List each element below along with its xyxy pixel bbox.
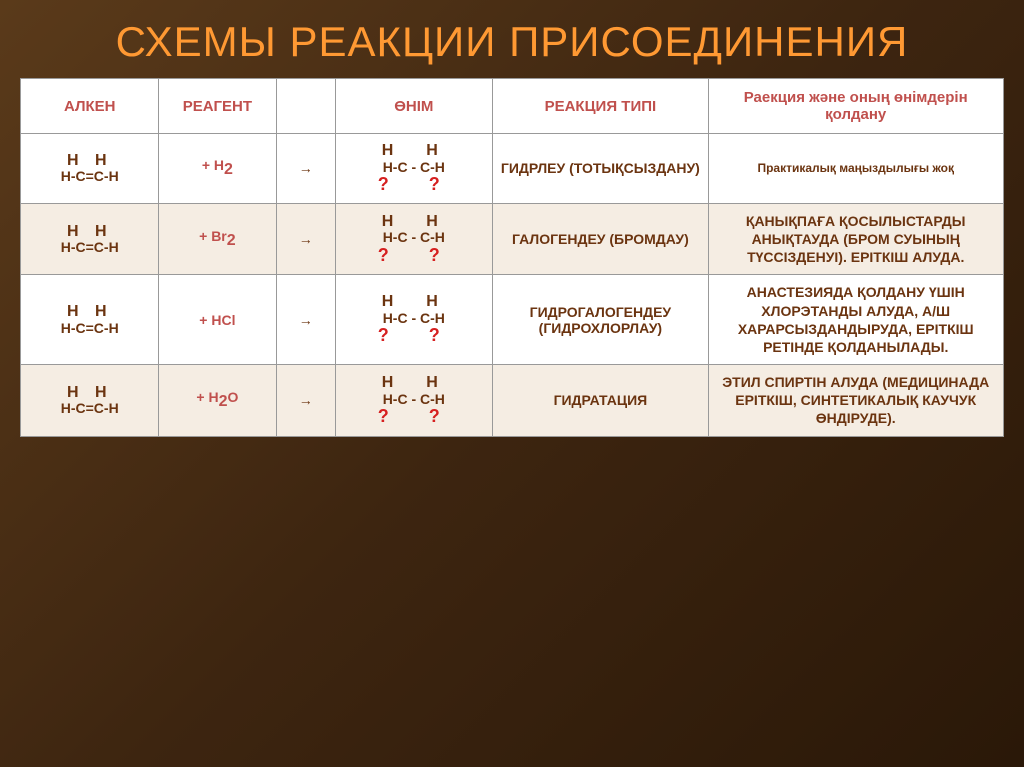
reaction-type-cell: ГИДРОГАЛОГЕНДЕУ (ГИДРОХЛОРЛАУ)	[492, 275, 708, 365]
header-arrow	[276, 79, 335, 134]
reaction-table: АЛКЕН РЕАГЕНТ ӨНІМ РЕАКЦИЯ ТИПІ Раекция …	[20, 78, 1003, 437]
arrow-cell: →	[276, 134, 335, 204]
usage-cell: Практикалық маңыздылығы жоқ	[708, 134, 1003, 204]
header-type: РЕАКЦИЯ ТИПІ	[492, 79, 708, 134]
reagent-cell: + H2	[158, 134, 276, 204]
reagent-cell: + HCl	[158, 275, 276, 365]
arrow-cell: →	[276, 203, 335, 275]
table-row: H HH-C=C-H+ H2→H HH-C - C-H? ?ГИДРЛЕУ (Т…	[21, 134, 1003, 204]
usage-cell: АНАСТЕЗИЯДА ҚОЛДАНУ ҮШІН ХЛОРЭТАНДЫ АЛУД…	[708, 275, 1003, 365]
product-cell: H HH-C - C-H? ?	[335, 275, 492, 365]
table-body: H HH-C=C-H+ H2→H HH-C - C-H? ?ГИДРЛЕУ (Т…	[21, 134, 1003, 437]
arrow-cell: →	[276, 275, 335, 365]
reaction-type-cell: ГИДРЛЕУ (ТОТЫҚСЫЗДАНУ)	[492, 134, 708, 204]
product-cell: H HH-C - C-H? ?	[335, 134, 492, 204]
reagent-cell: + Br2	[158, 203, 276, 275]
product-cell: H HH-C - C-H? ?	[335, 365, 492, 437]
alkene-cell: H HH-C=C-H	[21, 134, 158, 204]
product-cell: H HH-C - C-H? ?	[335, 203, 492, 275]
page-title: СХЕМЫ РЕАКЦИИ ПРИСОЕДИНЕНИЯ	[0, 0, 1024, 78]
arrow-cell: →	[276, 365, 335, 437]
reagent-cell: + H2O	[158, 365, 276, 437]
usage-cell: ҚАНЫҚПАҒА ҚОСЫЛЫСТАРДЫ АНЫҚТАУДА (БРОМ С…	[708, 203, 1003, 275]
header-product: ӨНІМ	[335, 79, 492, 134]
alkene-cell: H HH-C=C-H	[21, 365, 158, 437]
header-alkene: АЛКЕН	[21, 79, 158, 134]
reaction-type-cell: ГИДРАТАЦИЯ	[492, 365, 708, 437]
header-reagent: РЕАГЕНТ	[158, 79, 276, 134]
header-usage: Раекция және оның өнімдерін қолдану	[708, 79, 1003, 134]
alkene-cell: H HH-C=C-H	[21, 275, 158, 365]
reaction-type-cell: ГАЛОГЕНДЕУ (БРОМДАУ)	[492, 203, 708, 275]
usage-cell: ЭТИЛ СПИРТІН АЛУДА (МЕДИЦИНАДА ЕРІТКІШ, …	[708, 365, 1003, 437]
table-row: H HH-C=C-H+ Br2→H HH-C - C-H? ?ГАЛОГЕНДЕ…	[21, 203, 1003, 275]
header-row: АЛКЕН РЕАГЕНТ ӨНІМ РЕАКЦИЯ ТИПІ Раекция …	[21, 79, 1003, 134]
table-row: H HH-C=C-H+ HCl→H HH-C - C-H? ?ГИДРОГАЛО…	[21, 275, 1003, 365]
table-row: H HH-C=C-H+ H2O→H HH-C - C-H? ?ГИДРАТАЦИ…	[21, 365, 1003, 437]
alkene-cell: H HH-C=C-H	[21, 203, 158, 275]
